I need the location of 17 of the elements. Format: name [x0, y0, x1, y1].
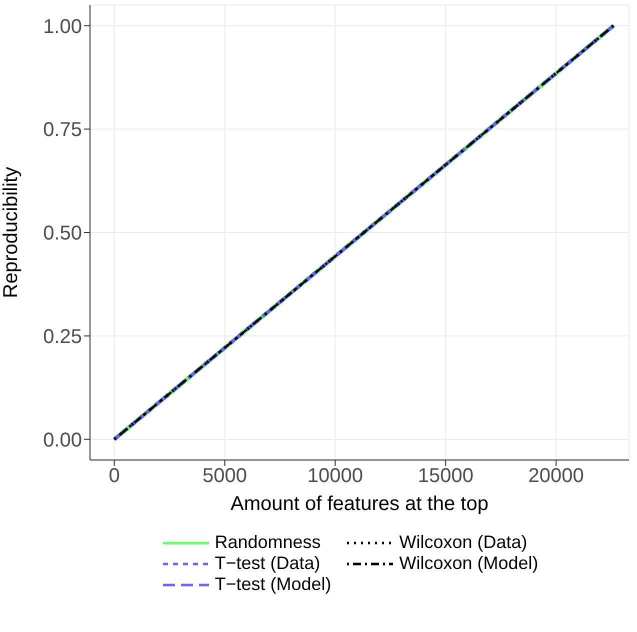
- x-tick-label: 0: [108, 465, 120, 488]
- legend-label: Wilcoxon (Data): [399, 532, 528, 553]
- legend-label: T−test (Data): [214, 553, 320, 574]
- legend-label: Randomness: [214, 532, 321, 553]
- legend-label: Wilcoxon (Model): [399, 553, 538, 574]
- y-tick-label: 0.25: [43, 326, 82, 348]
- x-tick-label: 10000: [307, 465, 364, 488]
- x-axis-title: Amount of features at the top: [230, 493, 488, 515]
- y-tick-label: 1.00: [43, 16, 82, 38]
- y-tick-label: 0.75: [43, 119, 82, 142]
- y-tick-label: 0.50: [43, 222, 82, 245]
- x-tick-label: 5000: [202, 465, 247, 488]
- x-tick-label: 15000: [418, 465, 474, 488]
- x-tick-label: 20000: [528, 465, 584, 488]
- y-tick-label: 0.00: [43, 429, 82, 452]
- y-axis-title: Reproducibility: [0, 166, 22, 298]
- legend-label: T−test (Model): [214, 574, 332, 595]
